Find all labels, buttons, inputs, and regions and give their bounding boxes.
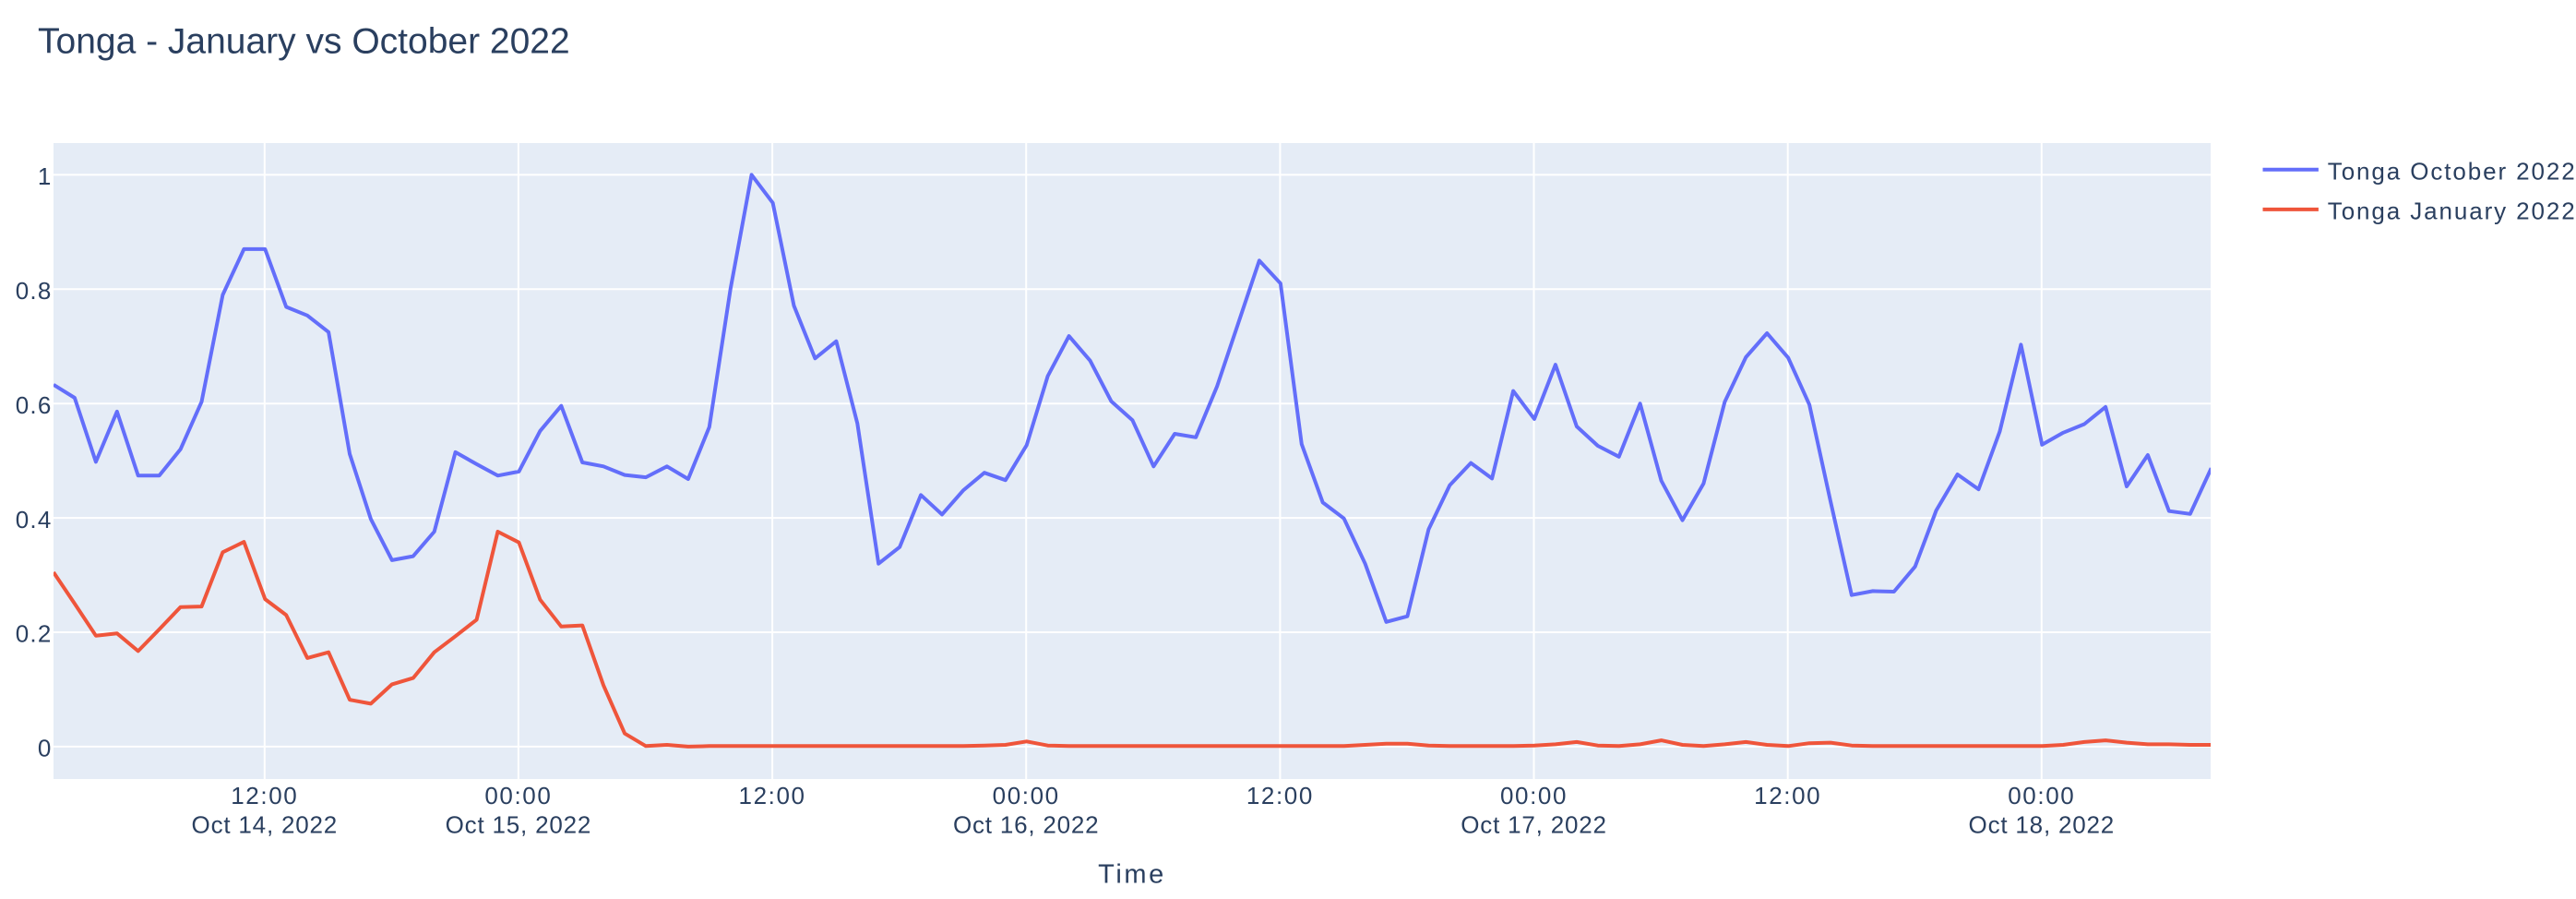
svg-text:0.4: 0.4: [16, 506, 53, 533]
svg-text:0: 0: [38, 735, 53, 762]
svg-text:Tonga October 2022: Tonga October 2022: [2328, 157, 2576, 185]
svg-text:Tonga January 2022: Tonga January 2022: [2328, 197, 2576, 224]
svg-text:Tonga - January vs October 202: Tonga - January vs October 2022: [38, 22, 570, 62]
svg-text:Oct 17, 2022: Oct 17, 2022: [1461, 811, 1606, 839]
svg-text:00:00: 00:00: [1500, 782, 1568, 809]
svg-text:0.6: 0.6: [16, 391, 53, 419]
svg-text:12:00: 12:00: [1754, 782, 1821, 809]
svg-text:Time: Time: [1098, 860, 1166, 890]
svg-text:Oct 16, 2022: Oct 16, 2022: [953, 811, 1099, 839]
svg-text:0.2: 0.2: [16, 620, 53, 648]
svg-text:00:00: 00:00: [993, 782, 1060, 809]
svg-text:12:00: 12:00: [739, 782, 806, 809]
svg-text:0.8: 0.8: [16, 277, 53, 305]
svg-text:12:00: 12:00: [231, 782, 298, 809]
svg-text:00:00: 00:00: [484, 782, 552, 809]
svg-text:Oct 14, 2022: Oct 14, 2022: [192, 811, 338, 839]
svg-text:Oct 15, 2022: Oct 15, 2022: [446, 811, 591, 839]
svg-text:00:00: 00:00: [2008, 782, 2075, 809]
svg-text:Oct 18, 2022: Oct 18, 2022: [1969, 811, 2115, 839]
svg-text:1: 1: [38, 162, 53, 190]
svg-text:12:00: 12:00: [1246, 782, 1314, 809]
